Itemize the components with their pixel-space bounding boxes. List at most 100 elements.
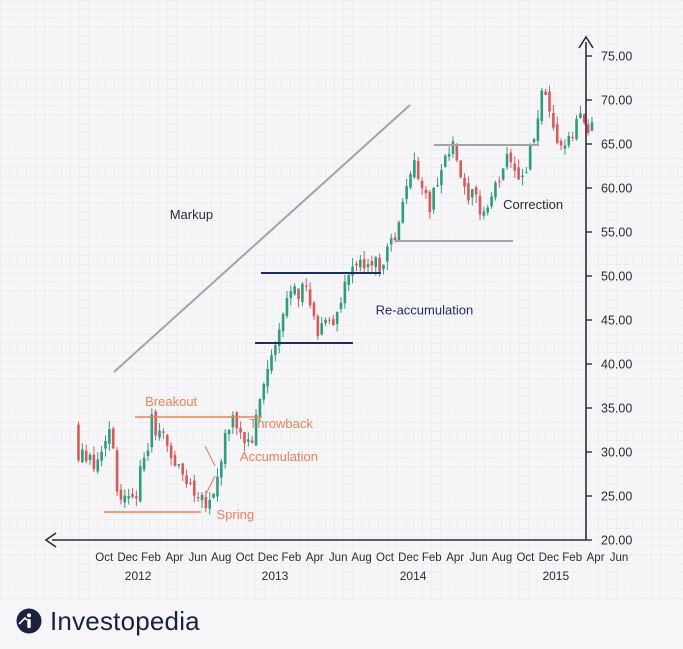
candle-body (432, 187, 435, 210)
x-tick-label: Feb (141, 552, 161, 564)
candle-body (467, 183, 470, 201)
candle-body (266, 369, 269, 387)
candle-body (96, 459, 100, 472)
candle-body (274, 345, 277, 356)
brand-name: Investopedia (50, 605, 200, 636)
markup-label: Markup (170, 207, 213, 222)
x-tick-label: Dec (539, 552, 560, 564)
accumulation-label: Accumulation (240, 449, 318, 464)
y-tick-label: 60.00 (601, 182, 632, 196)
x-tick-label: Oct (95, 552, 114, 564)
candle-body (77, 424, 80, 461)
candle-body (498, 180, 501, 182)
candle-body (397, 222, 401, 241)
candle-body (258, 398, 262, 417)
candle-body (563, 145, 567, 149)
x-tick-label: Dec (258, 552, 279, 564)
candle-body (200, 494, 204, 501)
candle-body (123, 495, 127, 503)
candle-body (223, 432, 227, 464)
candle-body (131, 493, 134, 497)
candle-body (208, 499, 212, 509)
candle-body (343, 281, 347, 304)
candle-body (227, 429, 231, 435)
y-tick-label: 20.00 (601, 534, 632, 548)
candle-body (459, 160, 462, 178)
x-tick-label: Apr (306, 552, 324, 564)
candle-body (243, 432, 246, 444)
candle-body (324, 319, 327, 324)
y-tick-label: 65.00 (601, 138, 632, 152)
candle-body (104, 441, 107, 449)
x-year-label: 2012 (125, 569, 152, 583)
y-tick-label: 75.00 (601, 50, 632, 64)
candle-body (84, 450, 88, 462)
candle-body (285, 297, 289, 317)
x-tick-label: Dec (398, 552, 419, 564)
correction-label: Correction (503, 197, 563, 212)
candle-body (416, 161, 420, 179)
candle-body (212, 493, 215, 498)
candle-body (451, 141, 455, 154)
candle-body (552, 113, 555, 128)
candle-body (262, 384, 266, 400)
candle-body (192, 480, 196, 496)
candle-body (135, 496, 138, 499)
candle-body (169, 445, 173, 459)
markup-trendline (113, 104, 411, 373)
breakout-label: Breakout (145, 394, 197, 409)
candle-body (447, 154, 451, 157)
x-tick-label: Apr (587, 552, 605, 564)
candle-body (366, 264, 370, 268)
candle-body (405, 186, 408, 199)
x-axis-arrow (44, 532, 57, 548)
candle-body (281, 313, 285, 332)
candle-body (482, 211, 486, 216)
candle-body (517, 167, 520, 180)
candle-body (173, 455, 177, 466)
candle-body (401, 201, 405, 223)
candle-body (293, 286, 296, 295)
candle-body (374, 257, 378, 268)
candle-body (158, 430, 161, 438)
candle-body (528, 144, 532, 170)
x-tick-label: Aug (211, 552, 231, 564)
candle-body (513, 163, 517, 171)
candle-body (386, 246, 389, 262)
x-year-label: 2013 (262, 569, 289, 583)
candle-body (304, 285, 308, 287)
candle-body (378, 257, 381, 272)
candle-body (301, 283, 304, 302)
candle-body (393, 237, 397, 241)
y-tick-label: 55.00 (601, 226, 632, 240)
candle-body (544, 91, 547, 95)
candle-body (335, 312, 339, 324)
x-tick-label: Dec (117, 552, 138, 564)
y-tick-label: 70.00 (601, 94, 632, 108)
candle-body (189, 482, 192, 484)
y-tick-label: 45.00 (601, 314, 632, 328)
candle-body (382, 264, 385, 270)
candle-body (370, 260, 374, 266)
candle-body (590, 122, 594, 131)
wyckoff-chart: 75.00 70.00 65.00 60.00 55.00 50.00 45.00 40.00… (0, 0, 683, 600)
y-tick-label: 50.00 (601, 270, 632, 284)
brand-logo: Investopedia (16, 604, 200, 638)
candle-body (316, 316, 320, 336)
candle-body (328, 319, 331, 321)
x-tick-label: Oct (236, 552, 255, 564)
x-tick-label: Feb (422, 552, 442, 564)
candle-body (501, 168, 505, 180)
candle-body (509, 152, 513, 163)
candle-body (540, 90, 544, 122)
candle-body (436, 185, 439, 187)
candle-body (420, 180, 424, 189)
candle-body (428, 191, 432, 213)
x-year-label: 2014 (400, 569, 427, 583)
candle-body (150, 414, 154, 448)
candle-body (270, 355, 273, 371)
candle-body (362, 259, 366, 269)
x-year-label: 2015 (542, 569, 569, 583)
candle-body (525, 172, 528, 174)
